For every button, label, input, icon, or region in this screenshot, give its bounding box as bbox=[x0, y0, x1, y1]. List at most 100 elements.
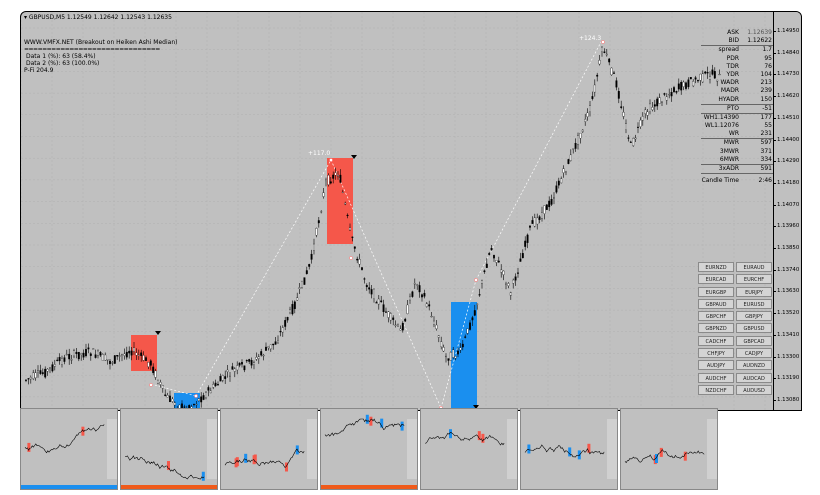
thumb-box bbox=[659, 447, 663, 457]
thumb-box bbox=[683, 451, 687, 461]
candle-body bbox=[123, 353, 126, 356]
candle-body bbox=[531, 220, 534, 224]
candle-body bbox=[159, 382, 162, 385]
chart-thumbnail[interactable] bbox=[20, 408, 118, 490]
pair-button-gbpcad[interactable]: GBPCAD bbox=[736, 335, 772, 346]
pair-button-cadchf[interactable]: CADCHF bbox=[698, 335, 734, 346]
pair-button-cadjpy[interactable]: CADJPY bbox=[736, 348, 772, 359]
thumbnail-chart bbox=[324, 414, 417, 479]
zigzag-line bbox=[195, 159, 332, 397]
info-row: WL1.12076 55 bbox=[701, 122, 775, 130]
pair-button-gbpnzd[interactable]: GBPNZD bbox=[698, 323, 734, 334]
data1-stat: Data 1 (%): 63 (58.4%) bbox=[26, 53, 96, 60]
candle-body bbox=[548, 200, 551, 208]
candle-body bbox=[284, 320, 287, 327]
candle-body bbox=[613, 72, 615, 74]
candle-body bbox=[368, 287, 371, 290]
candle-body bbox=[485, 263, 488, 268]
candle-body bbox=[565, 171, 567, 173]
price-chart[interactable]: +117.0 +124.3 bbox=[21, 12, 773, 410]
candle-body bbox=[447, 358, 450, 361]
chart-thumbnail[interactable] bbox=[520, 408, 618, 490]
chart-thumbnail[interactable] bbox=[420, 408, 518, 490]
chart-thumbnail[interactable] bbox=[620, 408, 718, 490]
candle-body bbox=[322, 192, 325, 197]
candle-body bbox=[581, 129, 584, 132]
chart-thumbnail[interactable] bbox=[320, 408, 418, 490]
candle-body bbox=[579, 132, 582, 139]
pair-button-eurgbp[interactable]: EURGBP bbox=[698, 286, 734, 297]
candle-body bbox=[421, 294, 423, 298]
pair-button-audchf[interactable]: AUDCHF bbox=[698, 372, 734, 383]
candle-body bbox=[207, 387, 210, 391]
candle-body bbox=[27, 378, 30, 380]
candle-body bbox=[308, 264, 311, 267]
pair-button-eurchf[interactable]: EURCHF bbox=[736, 274, 772, 285]
candle-body bbox=[197, 398, 200, 402]
pair-button-euraud[interactable]: EURAUD bbox=[736, 262, 772, 272]
candle-body bbox=[224, 376, 227, 379]
candle-body bbox=[505, 283, 507, 285]
pair-button-eurjpy[interactable]: EURJPY bbox=[736, 286, 772, 297]
candle-body bbox=[262, 354, 265, 357]
candle-body bbox=[286, 317, 289, 321]
thumb-box bbox=[577, 450, 581, 460]
candle-body bbox=[519, 258, 522, 262]
candle-body bbox=[109, 360, 111, 365]
candle-body bbox=[226, 369, 229, 372]
thumb-price-line bbox=[224, 448, 305, 468]
pair-button-audusd[interactable]: AUDUSD bbox=[736, 384, 772, 395]
thumb-box bbox=[201, 471, 205, 481]
candle-body bbox=[428, 304, 431, 307]
candle-body bbox=[142, 355, 145, 361]
pair-button-gbpusd[interactable]: GBPUSD bbox=[736, 323, 772, 334]
candle-body bbox=[363, 278, 366, 280]
info-value: 1.12622 bbox=[747, 37, 772, 45]
candle-body bbox=[305, 270, 308, 275]
candle-body bbox=[509, 292, 512, 296]
thumb-status-bar bbox=[21, 485, 117, 489]
candle-body bbox=[464, 336, 467, 338]
candle-body bbox=[68, 353, 71, 360]
pair-button-eurusd[interactable]: EURUSD bbox=[736, 298, 772, 309]
candle-body bbox=[500, 269, 503, 273]
candle-body bbox=[452, 349, 455, 358]
swing-marker bbox=[601, 40, 605, 44]
candle-body bbox=[416, 284, 419, 286]
pair-button-gbpjpy[interactable]: GBPJPY bbox=[736, 311, 772, 322]
pair-button-chfjpy[interactable]: CHFJPY bbox=[698, 348, 734, 359]
info-label: HYADR bbox=[718, 95, 739, 103]
pair-button-audcad[interactable]: AUDCAD bbox=[736, 372, 772, 383]
pair-button-eurcad[interactable]: EURCAD bbox=[698, 274, 734, 285]
info-label: TDR bbox=[726, 62, 739, 70]
candle-body bbox=[164, 394, 167, 396]
candle-body bbox=[459, 347, 462, 351]
chart-thumbnail[interactable] bbox=[220, 408, 318, 490]
info-value: 591 bbox=[760, 165, 772, 172]
pair-button-audjpy[interactable]: AUDJPY bbox=[698, 360, 734, 371]
candle-body bbox=[113, 355, 116, 364]
info-value: -51 bbox=[762, 104, 772, 112]
thumb-price-line bbox=[524, 444, 605, 458]
candle-body bbox=[116, 354, 119, 357]
chart-window[interactable]: +117.0 +124.3 ▾ GBPUSD,M5 1.12549 1.12642… bbox=[20, 11, 802, 411]
pair-button-gbpchf[interactable]: GBPCHF bbox=[698, 311, 734, 322]
candle-body bbox=[687, 79, 690, 88]
pair-button-eurnzd[interactable]: EURNZD bbox=[698, 262, 734, 272]
info-label: PTO bbox=[726, 104, 739, 112]
candle-body bbox=[538, 216, 541, 220]
thumb-box bbox=[167, 461, 170, 471]
candle-body bbox=[154, 370, 157, 378]
pair-button-nzdchf[interactable]: NZDCHF bbox=[698, 384, 734, 395]
chart-thumbnail[interactable] bbox=[120, 408, 218, 490]
pair-button-audnzd[interactable]: AUDNZD bbox=[736, 360, 772, 371]
candle-body bbox=[145, 357, 147, 361]
price-tick: 1.14510 bbox=[772, 114, 800, 121]
candle-body bbox=[125, 351, 128, 358]
candle-body bbox=[241, 362, 243, 365]
thumb-status-bar bbox=[321, 485, 417, 489]
thumbnail-chart bbox=[24, 419, 117, 479]
pair-button-gbpaud[interactable]: GBPAUD bbox=[698, 298, 734, 309]
thumb-box bbox=[244, 453, 248, 463]
candle-body bbox=[87, 347, 90, 350]
